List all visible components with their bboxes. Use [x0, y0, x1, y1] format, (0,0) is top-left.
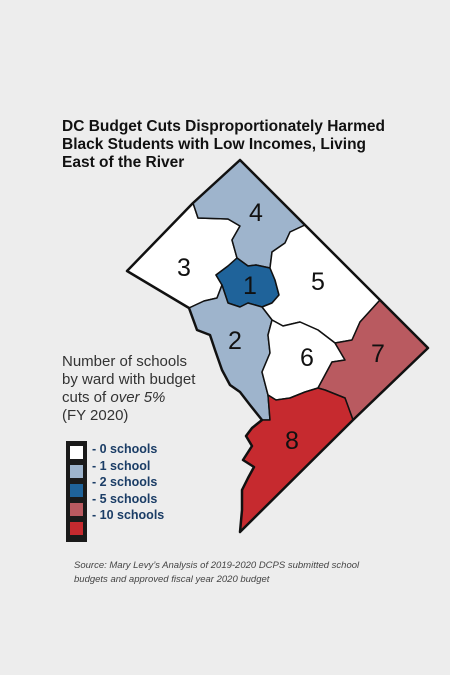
ward-6-label: 6	[300, 344, 314, 372]
legend-swatch	[69, 483, 84, 498]
legend-swatch	[69, 521, 84, 536]
title-line: DC Budget Cuts Disproportionately Harmed	[62, 118, 385, 135]
district-boundary	[125, 158, 430, 534]
legend-labels: - 0 schools - 1 school - 2 schools - 5 s…	[92, 441, 164, 524]
description-prefix: cuts of	[62, 389, 111, 406]
description-emphasis: over 5%	[110, 389, 166, 406]
description-line: Number of schools	[62, 353, 188, 370]
legend-label: - 5 schools	[92, 491, 158, 506]
title-line: East of the River	[62, 154, 185, 171]
source-line: budgets and approved fiscal year 2020 bu…	[74, 574, 270, 585]
legend-label: - 1 school	[92, 458, 151, 473]
legend-label: - 0 schools	[92, 442, 158, 456]
legend-label: - 10 schools	[92, 508, 165, 522]
legend-label: - 2 schools	[92, 475, 158, 489]
legend-swatch	[69, 445, 84, 460]
ward-5-label: 5	[311, 268, 325, 296]
description-line: by ward with budget	[62, 371, 196, 388]
ward-8-label: 8	[285, 427, 299, 455]
description-line: cuts of over 5%	[62, 389, 242, 407]
title-line: Black Students with Low Incomes, Living	[62, 136, 367, 153]
ward-1-label: 1	[243, 272, 257, 300]
legend-swatches	[66, 441, 87, 542]
legend-swatch	[69, 502, 84, 517]
ward-7-label: 7	[371, 340, 385, 368]
ward-3-label: 3	[177, 254, 191, 282]
map-description: Number of schools by ward with budget cu…	[62, 353, 242, 425]
ward-2-label: 2	[228, 327, 242, 355]
source-line: Source: Mary Levy’s Analysis of 2019-202…	[74, 560, 360, 571]
map-title: DC Budget Cuts Disproportionately Harmed…	[62, 118, 422, 172]
legend-swatch	[69, 464, 84, 479]
ward-4-label: 4	[249, 199, 263, 227]
description-line: (FY 2020)	[62, 407, 129, 424]
source-note: Source: Mary Levy’s Analysis of 2019-202…	[74, 559, 394, 587]
